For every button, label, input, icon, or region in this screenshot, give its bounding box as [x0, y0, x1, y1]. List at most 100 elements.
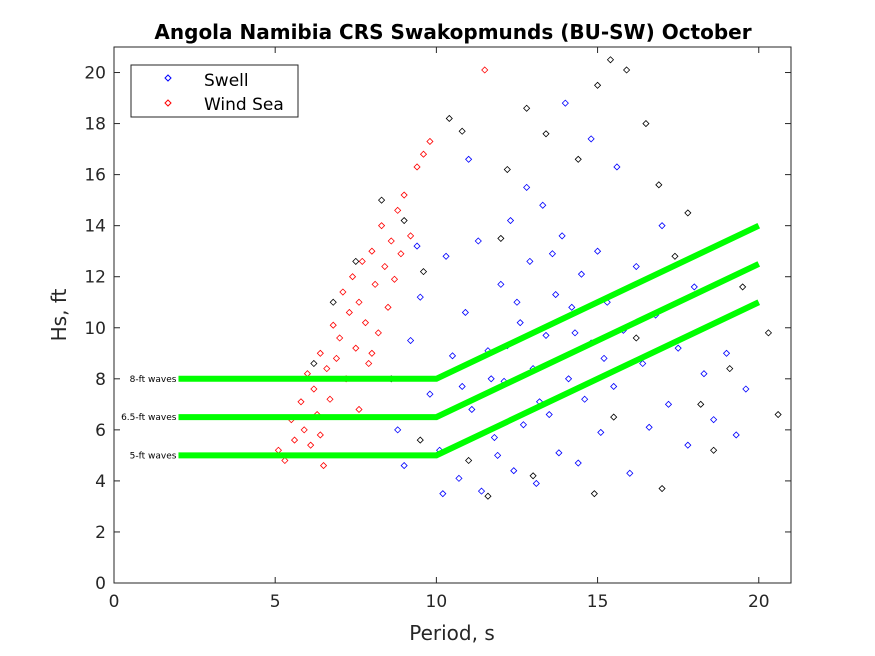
data-point: [658, 484, 666, 493]
data-point: [690, 283, 698, 291]
data-point: [400, 191, 408, 199]
y-tick-label: 4: [95, 472, 106, 492]
data-point: [642, 120, 650, 128]
data-point: [458, 382, 466, 391]
data-point: [594, 247, 602, 255]
data-point: [316, 349, 324, 357]
data-point: [329, 321, 337, 329]
data-point: [558, 232, 566, 240]
data-point: [484, 492, 492, 500]
threshold-label: 6.5-ft waves: [121, 413, 177, 423]
data-point: [697, 400, 705, 408]
x-tick-label: 5: [270, 592, 281, 612]
data-point: [303, 370, 311, 378]
data-point: [581, 395, 589, 403]
data-point: [465, 456, 473, 465]
data-point: [487, 375, 495, 383]
y-tick-label: 0: [95, 574, 106, 594]
data-point: [497, 280, 505, 288]
y-tick-label: 20: [84, 64, 106, 84]
data-point: [545, 410, 553, 419]
data-point: [378, 222, 386, 230]
data-point: [307, 441, 315, 449]
data-point: [394, 426, 402, 434]
data-point: [523, 183, 531, 191]
data-point: [542, 130, 550, 138]
data-point: [506, 216, 515, 225]
data-point: [332, 354, 341, 362]
data-point: [529, 472, 537, 480]
data-point: [455, 474, 463, 482]
data-point: [513, 298, 521, 306]
x-tick-label: 20: [748, 592, 770, 612]
data-point: [352, 344, 360, 352]
data-point: [610, 413, 618, 421]
data-point: [413, 242, 421, 250]
legend-box: [130, 64, 299, 118]
data-point: [577, 270, 586, 278]
data-point: [326, 395, 334, 403]
y-tick-label: 18: [84, 115, 106, 135]
data-point: [700, 370, 708, 378]
data-point: [590, 490, 598, 498]
plot-area-border: [113, 46, 792, 584]
data-point: [597, 428, 605, 436]
data-point: [358, 257, 366, 265]
legend-marker-wind-sea: [164, 99, 172, 107]
y-tick-label: 12: [84, 268, 106, 288]
data-point: [426, 137, 434, 146]
data-point: [368, 247, 376, 255]
data-point: [329, 298, 337, 306]
x-tick-label: 0: [109, 592, 120, 612]
data-point: [316, 431, 324, 439]
series-unlabeled: [310, 56, 782, 500]
data-point: [639, 359, 647, 368]
data-point: [552, 291, 560, 299]
data-point: [390, 275, 399, 283]
data-point: [726, 365, 734, 373]
data-point: [274, 446, 282, 454]
data-point: [465, 155, 473, 163]
y-tick-label: 6: [95, 421, 106, 441]
y-tick-label: 14: [84, 217, 106, 237]
data-point: [290, 436, 299, 444]
data-point: [458, 127, 466, 135]
data-point: [419, 268, 428, 276]
data-point: [539, 201, 547, 209]
data-point: [774, 410, 782, 419]
data-point: [516, 319, 524, 327]
threshold-line: [178, 299, 761, 459]
data-point: [419, 150, 428, 158]
data-point: [658, 222, 666, 230]
data-point: [281, 456, 289, 465]
data-point: [323, 365, 331, 373]
data-point: [387, 237, 395, 245]
data-point: [310, 359, 318, 368]
data-point: [439, 490, 447, 498]
chart-title: Angola Namibia CRS Swakopmunds (BU-SW) O…: [154, 20, 751, 44]
data-point: [297, 398, 305, 406]
data-point: [477, 487, 486, 495]
data-point: [561, 99, 569, 107]
data-point: [587, 135, 595, 143]
y-tick-label: 8: [95, 370, 106, 390]
data-point: [610, 382, 618, 391]
data-point: [474, 237, 482, 245]
data-point: [710, 446, 718, 454]
data-point: [600, 354, 608, 362]
data-point: [352, 257, 360, 265]
data-point: [413, 163, 421, 171]
data-point: [361, 319, 370, 327]
data-point: [526, 257, 534, 265]
data-point: [339, 288, 347, 296]
data-point: [407, 232, 415, 240]
series-swell: [394, 99, 750, 498]
threshold-label: 8-ft waves: [130, 375, 177, 385]
data-point: [497, 234, 505, 242]
data-point: [510, 467, 518, 475]
data-point: [623, 66, 631, 74]
data-point: [461, 308, 469, 317]
data-point: [442, 252, 450, 260]
data-point: [532, 479, 540, 488]
